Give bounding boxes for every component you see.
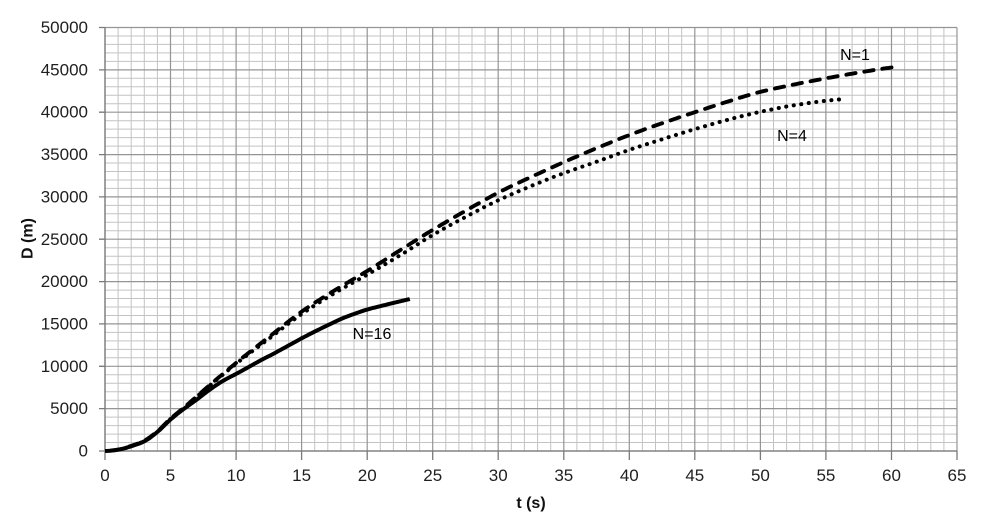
svg-text:15: 15 [292,466,311,485]
svg-text:45000: 45000 [41,60,88,79]
svg-text:0: 0 [79,442,88,461]
svg-text:35000: 35000 [41,145,88,164]
svg-text:40000: 40000 [41,103,88,122]
svg-text:N=1: N=1 [840,47,870,64]
svg-text:15000: 15000 [41,314,88,333]
svg-text:55: 55 [816,466,835,485]
svg-text:35: 35 [554,466,573,485]
svg-text:30: 30 [489,466,508,485]
svg-text:t (s): t (s) [516,495,545,512]
svg-text:5000: 5000 [50,399,88,418]
svg-text:65: 65 [948,466,967,485]
svg-text:D (m): D (m) [19,218,36,259]
svg-text:0: 0 [100,466,109,485]
svg-text:10000: 10000 [41,357,88,376]
svg-text:5: 5 [166,466,175,485]
svg-text:25: 25 [423,466,442,485]
svg-text:50000: 50000 [41,18,88,37]
svg-text:30000: 30000 [41,187,88,206]
svg-text:20000: 20000 [41,272,88,291]
svg-text:20: 20 [358,466,377,485]
svg-text:40: 40 [620,466,639,485]
svg-text:N=16: N=16 [353,326,392,343]
svg-text:60: 60 [882,466,901,485]
svg-text:50: 50 [751,466,770,485]
svg-text:25000: 25000 [41,230,88,249]
svg-text:10: 10 [227,466,246,485]
svg-text:N=4: N=4 [777,128,807,145]
svg-text:45: 45 [685,466,704,485]
